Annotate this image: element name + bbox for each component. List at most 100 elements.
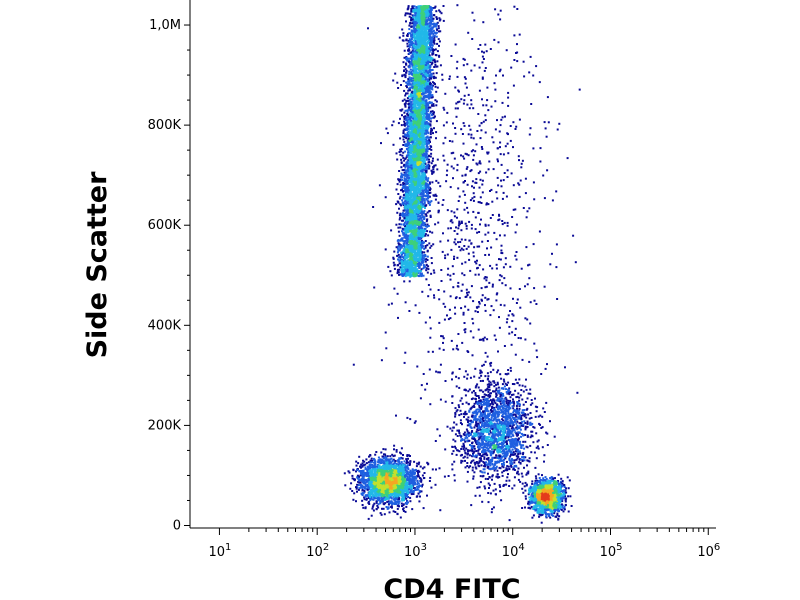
event-dot <box>554 488 557 490</box>
event-dot <box>393 444 396 447</box>
event-dot <box>470 461 472 464</box>
event-dot <box>505 479 508 482</box>
event-dot <box>524 456 527 459</box>
event-dot <box>418 461 421 464</box>
event-dot <box>473 450 476 453</box>
event-dot <box>378 482 381 485</box>
event-dot <box>531 496 534 499</box>
event-dot <box>352 478 355 481</box>
event-dot <box>388 459 391 462</box>
event-dot <box>512 413 514 416</box>
event-dot <box>481 401 484 403</box>
event-dot <box>382 491 385 494</box>
event-dot <box>359 481 362 484</box>
event-dot <box>406 489 408 492</box>
event-dot <box>556 496 559 499</box>
event-dot <box>543 495 546 498</box>
event-dot <box>547 497 550 500</box>
event-dot <box>412 493 415 495</box>
event-dot <box>539 513 542 516</box>
event-dot <box>381 461 384 464</box>
event-dot <box>546 503 549 505</box>
event-dot <box>362 464 365 467</box>
event-dot <box>486 466 489 469</box>
event-dot <box>550 512 553 515</box>
event-dot <box>397 500 400 503</box>
event-dot <box>383 461 386 464</box>
event-dot <box>411 476 414 479</box>
event-dot <box>390 487 393 490</box>
event-dot <box>395 479 398 482</box>
event-dot <box>501 465 504 468</box>
event-dot <box>479 444 482 447</box>
event-dot <box>382 467 385 470</box>
event-dot <box>395 449 398 451</box>
event-dot <box>472 435 475 438</box>
event-dot <box>520 472 523 475</box>
event-dot <box>401 492 404 495</box>
event-dot <box>472 432 475 435</box>
event-dot <box>545 401 548 404</box>
event-dot <box>551 501 554 503</box>
event-dot <box>507 369 510 371</box>
event-dot <box>385 479 388 482</box>
event-dot <box>552 481 555 484</box>
event-dot <box>419 465 422 468</box>
event-dot <box>367 485 370 488</box>
event-dot <box>398 476 401 479</box>
event-dot <box>533 426 536 429</box>
event-dot <box>487 472 489 475</box>
event-dot <box>560 494 563 497</box>
event-dot <box>390 490 392 493</box>
event-dot <box>529 500 532 503</box>
event-dot <box>460 413 463 416</box>
event-dot <box>535 477 538 480</box>
event-dot <box>393 475 396 478</box>
event-dot <box>556 488 559 491</box>
event-dot <box>402 488 405 491</box>
event-dot <box>360 479 363 482</box>
event-dot <box>375 493 377 496</box>
event-dot <box>522 424 525 427</box>
event-dot <box>482 398 485 401</box>
event-dot <box>406 476 409 479</box>
event-dot <box>391 459 394 462</box>
event-dot <box>352 468 355 471</box>
event-dot <box>517 440 520 443</box>
event-dot <box>563 491 566 494</box>
event-dot <box>537 498 540 501</box>
event-dot <box>372 493 375 496</box>
event-dot <box>545 477 548 480</box>
event-dot <box>369 454 372 456</box>
event-dot <box>389 466 391 469</box>
event-dot <box>562 510 565 513</box>
event-dot <box>355 460 358 463</box>
event-dot <box>350 482 353 485</box>
event-dot <box>373 481 376 484</box>
event-dot <box>565 491 568 494</box>
event-dot <box>562 494 565 497</box>
event-dot <box>465 418 468 421</box>
event-dot <box>384 490 387 493</box>
event-dot <box>375 507 378 510</box>
event-dot <box>454 440 457 443</box>
event-dot <box>407 492 409 494</box>
event-dot <box>538 508 541 511</box>
event-dot <box>381 497 384 500</box>
event-dot <box>537 511 540 514</box>
event-dot <box>535 505 538 508</box>
event-dot <box>398 466 401 469</box>
event-dot <box>564 504 567 507</box>
event-dot <box>411 508 414 511</box>
event-dot <box>366 473 369 476</box>
event-dot <box>404 510 407 513</box>
event-dot <box>518 407 521 410</box>
event-dot <box>405 497 408 500</box>
event-dot <box>375 473 378 476</box>
event-dot <box>358 481 361 484</box>
event-dot <box>398 500 401 503</box>
event-dot <box>401 479 404 482</box>
event-dot <box>364 495 367 498</box>
event-dot <box>555 484 558 486</box>
event-dot <box>412 483 415 486</box>
